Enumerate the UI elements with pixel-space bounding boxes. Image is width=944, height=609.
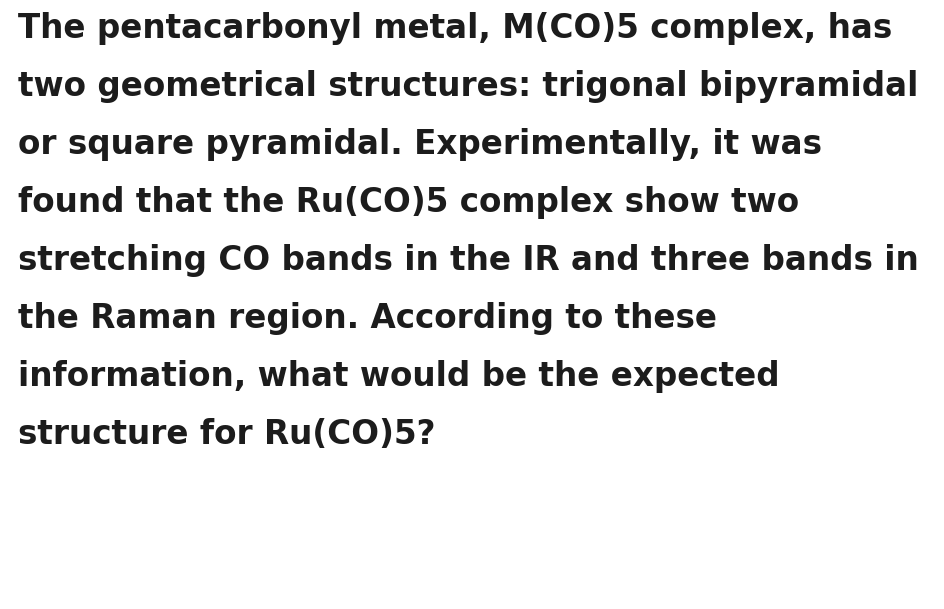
Text: structure for Ru(CO)5?: structure for Ru(CO)5?: [18, 418, 435, 451]
Text: or square pyramidal. Experimentally, it was: or square pyramidal. Experimentally, it …: [18, 128, 821, 161]
Text: found that the Ru(CO)5 complex show two: found that the Ru(CO)5 complex show two: [18, 186, 799, 219]
Text: The pentacarbonyl metal, M(CO)5 complex, has: The pentacarbonyl metal, M(CO)5 complex,…: [18, 12, 891, 45]
Text: stretching CO bands in the IR and three bands in: stretching CO bands in the IR and three …: [18, 244, 918, 277]
Text: two geometrical structures: trigonal bipyramidal: two geometrical structures: trigonal bip…: [18, 70, 918, 103]
Text: information, what would be the expected: information, what would be the expected: [18, 360, 779, 393]
Text: the Raman region. According to these: the Raman region. According to these: [18, 302, 716, 335]
